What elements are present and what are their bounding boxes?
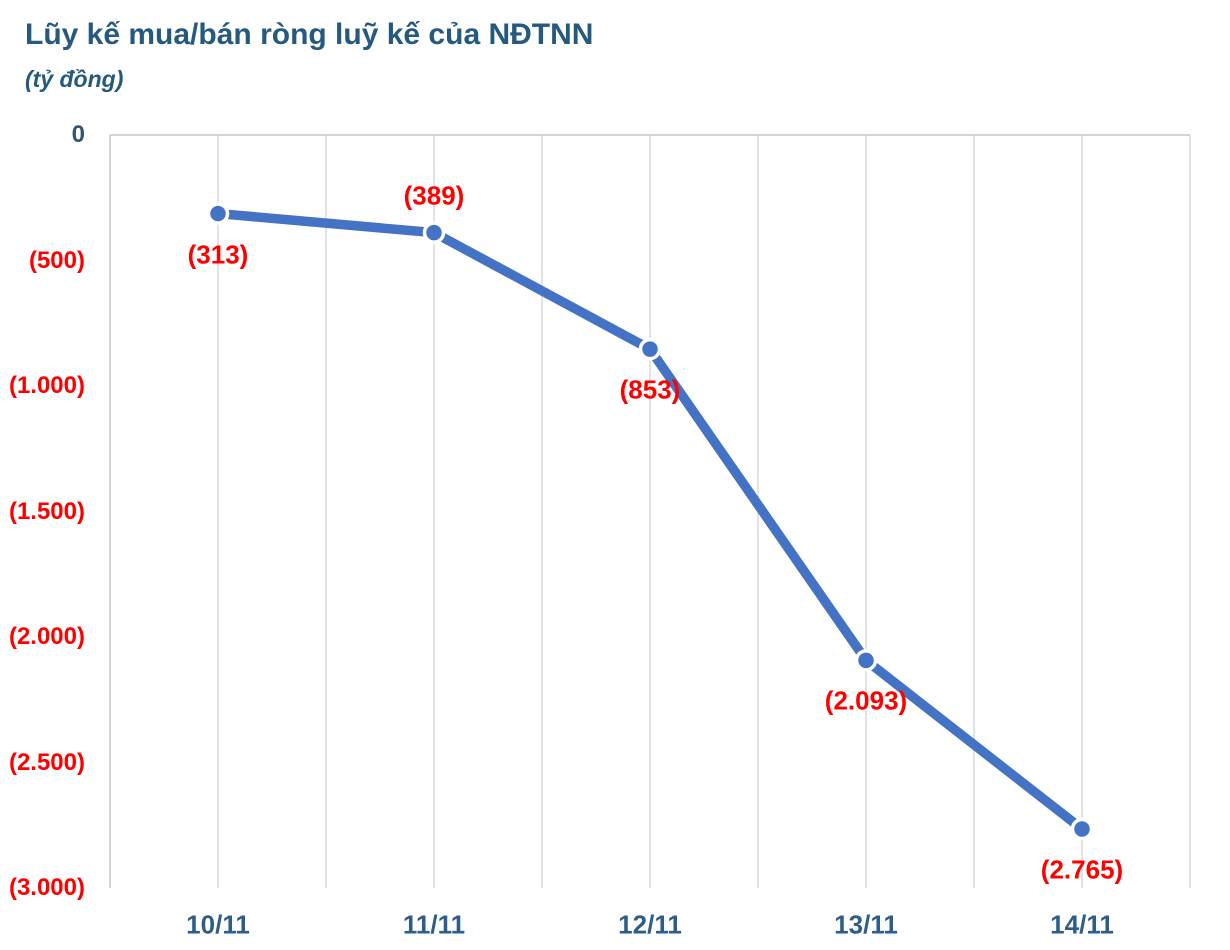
data-point-label: (2.765) (1040, 854, 1124, 885)
data-point-marker (854, 649, 878, 672)
x-axis-tick-label: 13/11 (834, 909, 898, 940)
data-point-marker (206, 202, 230, 225)
y-axis-tick-label: (1.500) (8, 497, 85, 525)
data-point-label: (2.093) (824, 685, 908, 716)
chart-subtitle: (tỷ đồng) (25, 66, 124, 92)
y-axis-tick-label: (500) (28, 246, 85, 274)
y-axis-tick-label: (3.000) (8, 874, 85, 901)
data-point-label: (853) (619, 374, 681, 405)
x-axis-tick-label: 11/11 (402, 909, 466, 940)
chart-title: Lũy kế mua/bán ròng luỹ kế của NĐTNN (25, 18, 594, 51)
x-axis-tick-label: 14/11 (1050, 909, 1114, 940)
x-axis-tick-label: 12/11 (618, 909, 682, 940)
data-point-label: (313) (187, 239, 249, 270)
x-axis-tick-label: 10/11 (186, 909, 250, 940)
data-point-marker (1070, 817, 1094, 841)
y-axis: 0 (500) (1.000) (1.500) (2.000) (2.500) (3.000… (0, 0, 85, 950)
data-point-label: (389) (403, 180, 465, 211)
y-axis-tick-label: 0 (71, 121, 85, 148)
data-point-marker (422, 221, 446, 244)
y-axis-tick-label: (2.000) (8, 623, 85, 650)
y-axis-tick-label: (1.000) (8, 372, 85, 399)
y-axis-tick-label: (2.500) (8, 748, 85, 776)
data-point-marker (638, 337, 662, 361)
